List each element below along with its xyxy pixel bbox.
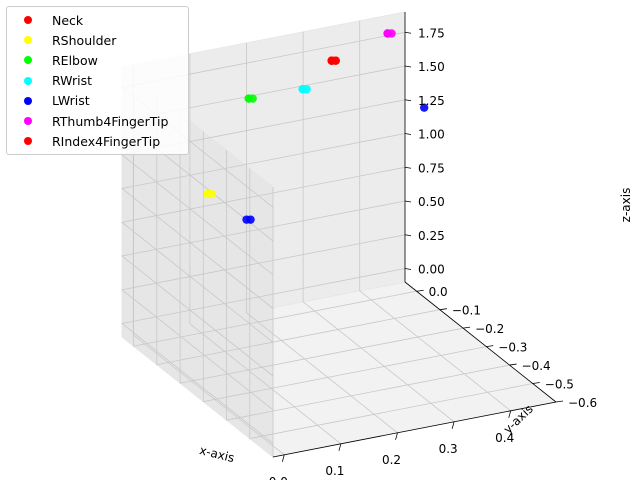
z-gridline [121,200,406,377]
x-axis-line [272,401,557,458]
z-tick-label: 0.25 [418,229,445,243]
z-tick [404,65,412,68]
z-tick [404,133,412,135]
point-rwrist [298,84,307,94]
x-tick [395,432,398,440]
grid-lines [121,20,557,458]
point-relbow [244,94,253,103]
legend-label: RIndex4FingerTip [52,133,161,149]
x-tick [451,421,455,429]
y-gridline [156,94,440,366]
z-tick-label: 1.25 [418,94,445,108]
z-tick-label: 0.75 [418,161,445,175]
z-tick [404,31,412,34]
x-tick-label: 0.1 [325,464,344,478]
z-tick [404,99,412,102]
legend: Neck RShoulder RElbow RWrist LWrist RThumb4Fi… [6,6,189,156]
z-gridline [121,133,406,309]
x-tick-label: 0.2 [382,453,401,467]
legend-item-rindex4fingertip: RIndex4FingerTip [7,131,188,151]
y-tick [463,326,471,329]
legend-marker [24,16,32,25]
y-gridline [249,168,533,439]
legend-marker [24,137,32,146]
y-tick [416,289,424,292]
y-tick-label: −0.6 [568,396,597,410]
legend-marker [24,117,32,126]
z-tick [404,234,412,237]
tick-marks [281,31,564,462]
z-gridline [121,166,406,343]
legend-item-rshoulder: RShoulder [7,30,188,50]
x-tick [281,454,285,462]
legend-item-rthumb4fingertip: RThumb4FingerTip [7,111,188,131]
z-tick-label: 0.00 [418,263,445,277]
legend-label: LWrist [52,93,90,109]
y-tick-label: −0.5 [545,378,574,392]
legend-label: Neck [52,12,84,28]
z-gridline [121,268,406,444]
axis-panes [121,11,557,458]
x-gridline [302,31,455,423]
x-gridline [246,42,398,434]
legend-marker [24,76,32,85]
point-lwrist [246,215,255,224]
y-axis-line [404,281,557,403]
axis-lines [272,12,557,458]
y-tick-label: −0.4 [522,359,551,373]
y-tick [509,363,517,366]
y-gridline [133,76,417,347]
legend-label: RShoulder [52,32,117,48]
z-tick-label: 0.50 [418,195,445,209]
legend-marker [24,96,32,105]
y-tick [486,345,494,348]
legend-marker [24,36,32,45]
point-rindex4fingertip [327,56,336,65]
y-tick [555,400,564,403]
legend-item-neck: Neck [7,10,188,30]
legend-label: RWrist [52,73,93,89]
z-tick-label: 1.50 [418,60,445,74]
legend-item-rwrist: RWrist [7,71,188,91]
y-tick-label: −0.1 [452,304,481,318]
x-tick-label: 0.0 [269,475,288,480]
tick-labels: 0.0 0.1 0.2 0.3 0.4 0.0 −0.1 −0.2 −0.3 −0.4 −0.5 −0… [269,26,597,480]
z-tick-label: 1.00 [418,128,445,142]
y-tick-label: 0.0 [429,285,448,299]
y-tick-label: −0.2 [475,322,504,336]
y-gridline [179,113,464,384]
y-gridline [226,150,510,421]
z-tick [404,268,412,270]
legend-item-relbow: RElbow [7,50,188,70]
x-tick [508,410,512,418]
y-gridline [202,131,487,403]
x-tick-label: 0.3 [439,442,458,456]
x-tick-label: 0.4 [495,431,514,445]
z-tick [404,166,412,169]
legend-label: RElbow [52,52,98,68]
y-tick-label: −0.3 [498,341,527,355]
z-gridline [121,234,406,411]
y-tick [532,382,540,384]
legend-label: RThumb4FingerTip [52,113,169,129]
y-tick [439,308,447,311]
z-axis-label: z-axis [619,188,633,223]
legend-marker [24,56,32,65]
z-tick-label: 1.75 [418,26,445,40]
point-lwrist [419,103,429,112]
legend-item-lwrist: LWrist [7,91,188,111]
z-tick [404,200,412,203]
x-gridline [359,20,511,412]
x-tick [338,443,342,451]
point-rthumb4fingertip [383,29,392,38]
x-axis-label: x-axis [198,443,236,465]
x-gridline [189,53,342,445]
point-rshoulder [203,189,212,199]
data-points [203,29,429,224]
